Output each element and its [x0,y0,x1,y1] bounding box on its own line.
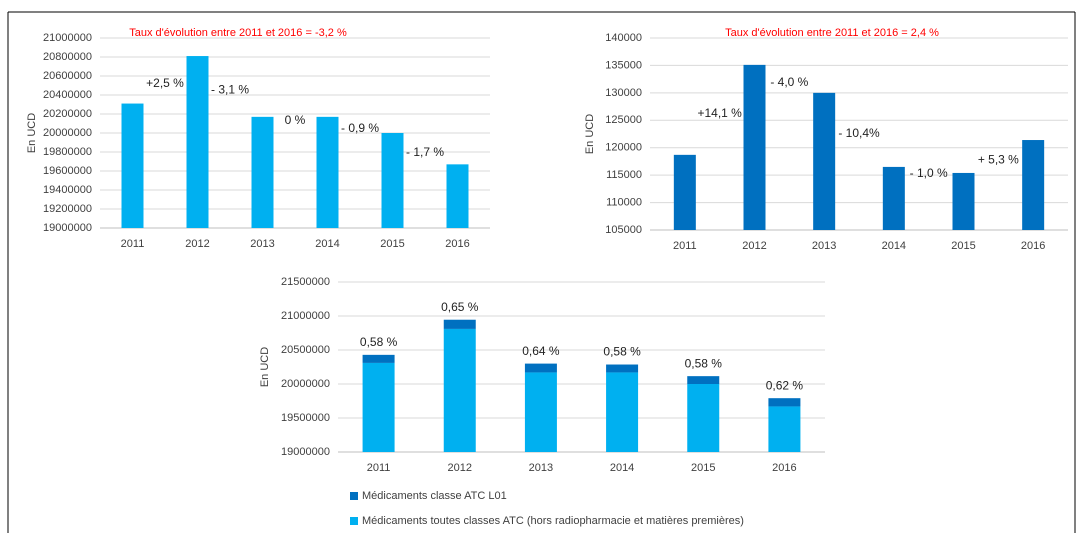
bar-segment [443,319,476,329]
bar-segment [362,362,395,452]
bar [121,103,144,228]
bar [882,166,905,230]
x-tick-label: 2014 [882,240,906,252]
y-tick-label: 20000000 [281,378,330,390]
y-tick-label: 20200000 [43,108,92,120]
x-tick-label: 2014 [610,462,634,474]
legend-swatch [350,517,358,525]
y-tick-label: 20600000 [43,70,92,82]
share-annotation: 0,58 % [603,345,641,359]
bar [186,56,209,228]
bar-segment [362,354,395,363]
growth-annotation: - 4,0 % [770,75,808,89]
x-tick-label: 2016 [1021,240,1045,252]
legend-swatch [350,492,358,500]
y-tick-label: 19000000 [43,222,92,234]
x-tick-label: 2013 [529,462,553,474]
bar [251,116,274,228]
y-tick-label: 21000000 [281,310,330,322]
bar [446,164,469,228]
y-tick-label: 19600000 [43,165,92,177]
growth-annotation: +2,5 % [146,76,184,90]
growth-annotation: 0 % [285,113,306,127]
y-tick-label: 110000 [606,196,642,208]
bar [381,133,404,228]
bar-segment [687,384,720,452]
y-tick-label: 130000 [605,87,642,99]
x-tick-label: 2015 [691,462,715,474]
y-tick-label: 19000000 [281,446,330,458]
y-tick-label: 21500000 [281,276,330,288]
y-tick-label: 21000000 [43,32,92,44]
growth-annotation: - 1,7 % [406,145,444,159]
x-tick-label: 2012 [448,462,472,474]
legend-label: Médicaments classe ATC L01 [362,490,507,502]
x-tick-label: 2011 [121,238,145,250]
y-tick-label: 20000000 [43,127,92,139]
y-axis-label: En UCD [26,113,38,153]
share-annotation: 0,62 % [766,378,804,392]
share-annotation: 0,65 % [441,300,479,314]
share-annotation: 0,58 % [360,335,398,349]
bar [673,154,696,230]
y-tick-label: 120000 [605,142,642,154]
x-tick-label: 2016 [772,462,796,474]
growth-annotation: +14,1 % [697,106,742,120]
y-tick-label: 105000 [605,224,642,236]
growth-annotation: + 5,3 % [978,153,1019,167]
bar [813,92,836,230]
bar-segment [768,406,801,452]
growth-annotation: - 3,1 % [211,83,249,97]
x-tick-label: 2013 [250,238,274,250]
x-tick-label: 2014 [315,238,339,250]
x-tick-label: 2012 [742,240,766,252]
x-tick-label: 2012 [185,238,209,250]
y-axis-label: En UCD [584,114,596,154]
growth-annotation: - 0,9 % [341,121,379,135]
chart-title: Taux d'évolution entre 2011 et 2016 = -3… [129,27,347,39]
bar-segment [524,363,557,373]
bar [952,172,975,230]
y-tick-label: 125000 [605,114,642,126]
y-tick-label: 19400000 [43,184,92,196]
bar-segment [524,372,557,452]
x-tick-label: 2013 [812,240,836,252]
bar-segment [687,376,720,384]
x-tick-label: 2011 [367,462,391,474]
y-tick-label: 135000 [605,59,642,71]
bar-segment [606,372,639,452]
bar [316,116,339,228]
x-tick-label: 2015 [380,238,404,250]
y-axis-label: En UCD [259,347,271,387]
bar-segment [606,364,639,373]
x-tick-label: 2011 [673,240,697,252]
bar-segment [768,398,801,407]
y-tick-label: 19500000 [281,412,330,424]
legend-label: Médicaments toutes classes ATC (hors rad… [362,515,744,527]
bar-segment [443,328,476,452]
y-tick-label: 20400000 [43,89,92,101]
bar [743,64,766,230]
y-tick-label: 19200000 [43,203,92,215]
x-tick-label: 2016 [445,238,469,250]
y-tick-label: 20800000 [43,51,92,63]
share-annotation: 0,58 % [685,356,723,370]
y-tick-label: 115000 [606,169,642,181]
chart-title: Taux d'évolution entre 2011 et 2016 = 2,… [725,27,939,39]
y-tick-label: 140000 [605,32,642,44]
share-annotation: 0,64 % [522,344,560,358]
y-tick-label: 19800000 [43,146,92,158]
growth-annotation: - 10,4% [838,126,880,140]
x-tick-label: 2015 [951,240,975,252]
y-tick-label: 20500000 [281,344,330,356]
bar [1022,140,1045,230]
growth-annotation: - 1,0 % [910,166,948,180]
